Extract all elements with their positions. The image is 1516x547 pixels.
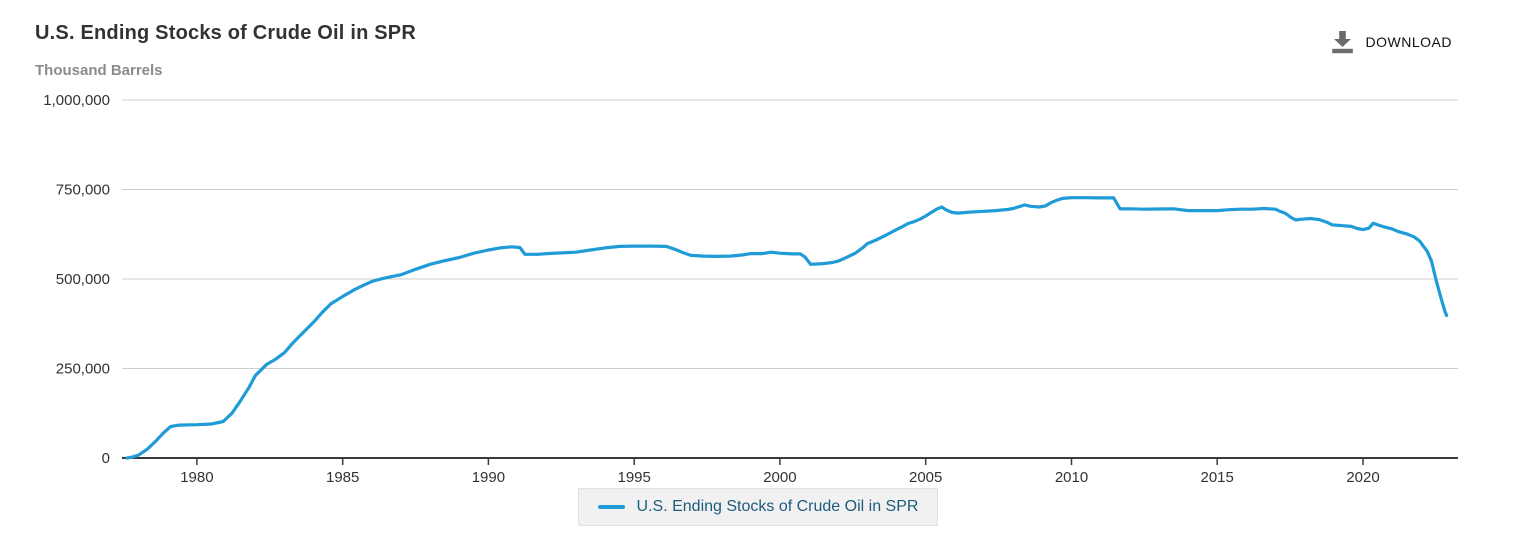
x-axis-tick-label-2000: 2000 [763, 469, 796, 486]
x-axis-tick-label-1990: 1990 [472, 469, 505, 486]
legend-row: U.S. Ending Stocks of Crude Oil in SPR [0, 488, 1516, 526]
x-axis-tick-label-2015: 2015 [1201, 469, 1234, 486]
x-axis-tick-label-2005: 2005 [909, 469, 942, 486]
download-label: DOWNLOAD [1365, 34, 1452, 50]
y-axis-tick-label-750,000: 750,000 [56, 182, 110, 199]
chart-units-label: Thousand Barrels [35, 62, 163, 79]
spr-series-line [125, 196, 1449, 460]
y-axis-tick-label-1,000,000: 1,000,000 [43, 92, 110, 109]
chart-title: U.S. Ending Stocks of Crude Oil in SPR [35, 22, 416, 44]
legend-label: U.S. Ending Stocks of Crude Oil in SPR [636, 498, 919, 515]
y-axis-tick-label-500,000: 500,000 [56, 271, 110, 288]
x-axis-tick-label-1985: 1985 [326, 469, 359, 486]
download-button[interactable]: DOWNLOAD [1328, 26, 1454, 58]
legend-line-swatch [597, 505, 625, 509]
download-icon [1330, 30, 1355, 54]
x-axis-tick-label-1980: 1980 [180, 469, 213, 486]
x-axis-tick-label-2010: 2010 [1055, 469, 1088, 486]
x-axis-tick-label-1995: 1995 [618, 469, 651, 486]
y-axis-tick-label-0: 0 [102, 450, 110, 467]
x-axis-tick-label-2020: 2020 [1346, 469, 1379, 486]
legend-item-spr-series[interactable]: U.S. Ending Stocks of Crude Oil in SPR [577, 488, 939, 526]
y-axis-tick-label-250,000: 250,000 [56, 361, 110, 378]
